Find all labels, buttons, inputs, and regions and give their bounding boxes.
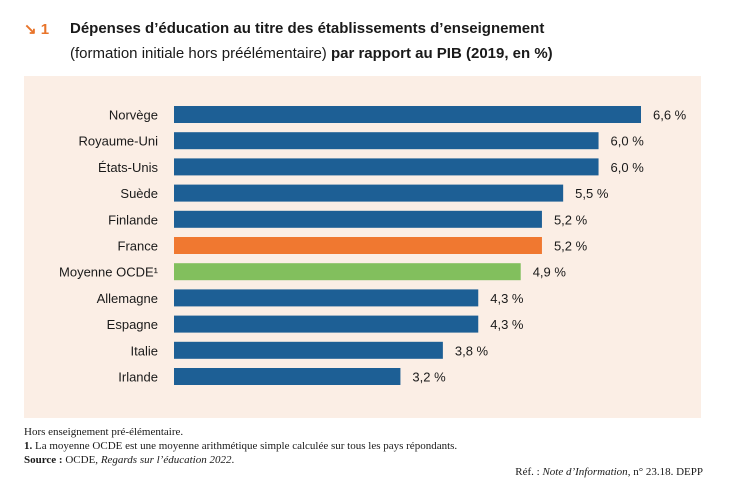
bar: [174, 237, 542, 254]
source-label: Source :: [24, 454, 63, 466]
footnote-scope: Hors enseignement pré-élémentaire.: [24, 426, 184, 438]
value-label: 6,6 %: [653, 108, 687, 123]
category-label: Norvège: [109, 108, 158, 123]
reference-number: , n° 23.18.: [627, 466, 677, 478]
reference-prefix: Réf. :: [515, 466, 543, 478]
bar: [174, 368, 401, 385]
category-label: Finlande: [108, 212, 158, 227]
footnote-1: 1. La moyenne OCDE est une moyenne arith…: [24, 439, 457, 453]
value-label: 4,9 %: [533, 265, 567, 280]
subtitle-bold: par rapport au PIB (2019, en %): [330, 45, 553, 62]
source-line: Source : OCDE, Regards sur l’éducation 2…: [24, 453, 457, 467]
category-label: Moyenne OCDE¹: [59, 265, 159, 280]
value-label: 5,2 %: [554, 212, 588, 227]
bar: [174, 106, 641, 123]
value-label: 5,2 %: [554, 239, 588, 254]
category-label: Espagne: [107, 317, 158, 332]
footnotes: Hors enseignement pré-élémentaire. 1. La…: [24, 425, 457, 467]
value-label: 4,3 %: [490, 291, 524, 306]
category-label: Royaume-Uni: [79, 134, 159, 149]
value-label: 5,5 %: [575, 186, 609, 201]
bar: [174, 289, 479, 307]
source-end: .: [231, 454, 235, 466]
value-label: 6,0 %: [611, 160, 645, 175]
chart-title: Dépenses d’éducation au titre des établi…: [70, 20, 545, 37]
category-label: Italie: [131, 343, 158, 358]
category-label: États-Unis: [98, 160, 158, 175]
bar: [174, 210, 542, 228]
category-label: Allemagne: [97, 291, 158, 306]
reference-publication: Note d’Information: [542, 466, 628, 478]
source-org: OCDE,: [62, 454, 101, 466]
value-label: 6,0 %: [611, 134, 645, 149]
value-label: 3,8 %: [455, 343, 489, 358]
chart-subtitle: (formation initiale hors préélémentaire)…: [70, 45, 553, 62]
bar: [174, 158, 599, 176]
bar: [174, 315, 479, 333]
reference-org: DEPP: [676, 466, 703, 478]
bar: [174, 263, 521, 281]
bar-chart: Norvège 6,6 % Royaume-Uni 6,0 % États-Unis 6,…: [59, 106, 687, 385]
bar: [174, 341, 443, 359]
category-label: France: [118, 239, 158, 254]
value-label: 3,2 %: [412, 370, 446, 385]
source-publication: Regards sur l’éducation 2022: [100, 454, 232, 466]
reference: Réf. : Note d’Information, n° 23.18. DEP…: [515, 466, 703, 478]
bar: [174, 184, 564, 202]
subtitle-regular: (formation initiale hors préélémentaire): [70, 45, 327, 62]
footnote-1-text: La moyenne OCDE est une moyenne arithmét…: [32, 440, 458, 452]
value-label: 4,3 %: [490, 317, 524, 332]
bar: [174, 132, 599, 150]
category-label: Suède: [120, 186, 158, 201]
chart-panel: Norvège 6,6 % Royaume-Uni 6,0 % États-Unis 6,…: [24, 76, 701, 418]
footnote-1-number: 1.: [24, 440, 33, 452]
figure-number: ↘ 1: [24, 21, 50, 38]
category-label: Irlande: [118, 370, 158, 385]
